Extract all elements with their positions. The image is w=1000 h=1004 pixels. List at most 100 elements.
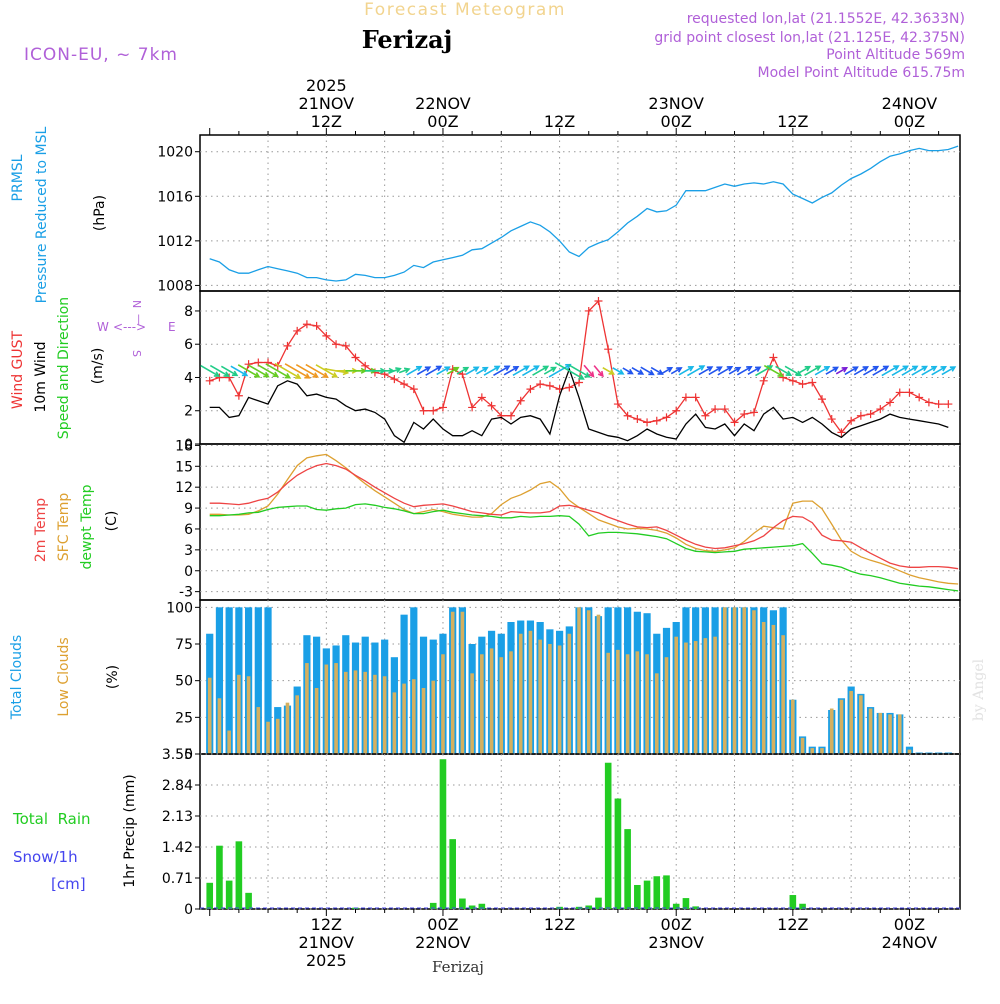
rain-bar	[682, 898, 690, 909]
cloud-panel: Total Clouds Low Clouds (%) 0 25 50 75 100	[9, 599, 961, 763]
gust-marker	[672, 406, 681, 415]
rain-bar	[585, 905, 593, 909]
wind-arrow	[406, 365, 423, 376]
panel-frame	[199, 753, 961, 910]
snow-unit: [cm]	[51, 875, 86, 893]
gust-marker	[351, 353, 360, 362]
low-cloud-bar	[363, 671, 368, 754]
wind-arrow	[872, 365, 890, 376]
y-tick-label: 50	[175, 674, 193, 690]
wind-arrow	[200, 364, 221, 377]
low-cloud-bar	[829, 708, 834, 754]
total-cloud-label: Total Clouds	[9, 635, 25, 720]
y-tick-label: -3	[179, 585, 193, 601]
y-tick-label: 12	[175, 480, 193, 496]
gust-marker	[633, 415, 642, 424]
gust-marker	[234, 391, 243, 400]
low-cloud-bar	[207, 677, 212, 754]
gust-marker	[312, 321, 321, 330]
low-cloud-bar	[654, 673, 659, 754]
gust-marker	[516, 396, 525, 405]
low-cloud-bar	[373, 674, 377, 754]
y-tick-label: 1.42	[162, 840, 193, 856]
wind-arrow	[804, 365, 822, 377]
wind-arrow	[295, 364, 319, 378]
temp-unit: (C)	[104, 511, 120, 532]
gust-marker	[215, 373, 224, 382]
time-label: 00Z	[894, 915, 925, 934]
time-label: 00Z	[661, 112, 692, 131]
compass-n: N	[130, 300, 143, 308]
low-cloud-bar	[246, 676, 251, 754]
low-cloud-bar	[820, 748, 824, 754]
time-label: 12Z	[544, 112, 575, 131]
low-cloud-bar	[557, 645, 562, 754]
wind-arrow	[640, 366, 655, 376]
gust-marker	[779, 373, 788, 382]
wind-unit: (m/s)	[90, 348, 106, 385]
wind-arrow	[593, 365, 604, 378]
gust-marker	[526, 385, 535, 394]
low-cloud-bar	[567, 633, 572, 754]
gust-marker	[662, 413, 671, 422]
low-cloud-bar	[314, 688, 319, 754]
gust-marker	[293, 326, 302, 335]
wind-arrow	[660, 366, 674, 375]
wind-arrow	[274, 362, 302, 379]
gust-marker	[934, 400, 943, 409]
wind-speed-line	[209, 367, 949, 444]
gust-marker	[225, 373, 234, 382]
panel-frame	[199, 134, 961, 292]
wind-arrow	[568, 364, 591, 378]
gust-marker	[254, 358, 263, 367]
wind-arrow	[446, 366, 460, 375]
y-tick-label: 2.13	[162, 809, 193, 825]
requested-coords: requested lon,lat (21.1552E, 42.3633N)	[687, 11, 965, 27]
compass-bar: |	[137, 314, 140, 325]
low-cloud-bar	[548, 644, 552, 754]
rain-bar	[439, 759, 447, 909]
y-tick-label: 0	[184, 437, 193, 453]
wind-arrow	[476, 366, 489, 375]
rain-bar	[429, 902, 437, 909]
low-cloud-bar	[256, 707, 261, 754]
wind-gust-label: Wind GUST	[10, 330, 26, 409]
low-cloud-bar	[684, 642, 688, 754]
wind-compass: W <---> E N | S	[97, 300, 176, 357]
wind-arrow	[775, 365, 793, 377]
wind-arrow	[728, 366, 742, 375]
gust-marker	[205, 376, 214, 385]
wind-arrow	[678, 365, 695, 376]
pressure-panel: PRMSL Pressure Reduced to MSL (hPa) 1008…	[10, 126, 961, 303]
gust-marker	[856, 411, 865, 420]
wind-arrow	[921, 365, 938, 376]
low-cloud-bar	[732, 607, 737, 754]
low-cloud-bar	[460, 611, 465, 754]
pressure-unit: (hPa)	[92, 195, 108, 231]
low-cloud-bar	[431, 680, 436, 754]
low-cloud-bar	[781, 635, 785, 754]
low-cloud-bar	[606, 652, 610, 754]
low-cloud-bar	[723, 607, 727, 754]
y-tick-label: 75	[175, 637, 193, 653]
gust-marker	[584, 306, 593, 315]
low-cloud-bar	[703, 638, 708, 754]
low-cloud-bar	[324, 664, 329, 754]
gust-marker	[915, 393, 924, 402]
rain-bar	[692, 906, 699, 909]
wind-arrow	[237, 364, 261, 378]
wind-arrow	[493, 365, 511, 377]
wind-arrow	[708, 366, 723, 376]
low-cloud-bar	[285, 702, 290, 754]
low-cloud-bar	[859, 695, 863, 754]
wind-arrow	[503, 365, 520, 376]
gust-marker	[468, 403, 477, 412]
y-tick-label: 3	[184, 543, 193, 559]
low-cloud-bar	[402, 683, 406, 754]
low-cloud-bar	[334, 663, 338, 754]
low-cloud-bar	[509, 651, 513, 754]
y-tick-label: 3.55	[162, 747, 193, 763]
low-cloud-bar	[275, 718, 280, 754]
